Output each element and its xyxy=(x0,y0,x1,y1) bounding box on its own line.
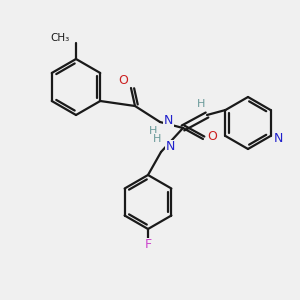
Text: O: O xyxy=(118,74,128,88)
Text: H: H xyxy=(148,126,157,136)
Text: N: N xyxy=(166,140,175,154)
Text: H: H xyxy=(197,99,205,109)
Text: N: N xyxy=(164,113,173,127)
Text: O: O xyxy=(207,130,217,143)
Text: N: N xyxy=(274,133,283,146)
Text: F: F xyxy=(144,238,152,251)
Text: CH₃: CH₃ xyxy=(51,33,70,43)
Text: H: H xyxy=(153,134,161,144)
